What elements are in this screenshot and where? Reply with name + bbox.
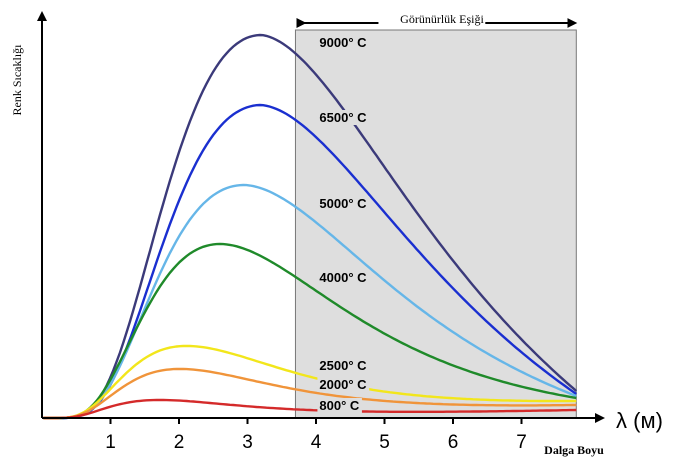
x-tick-label: 5 <box>379 432 390 453</box>
visible-band-rect <box>294 29 577 419</box>
series-label: 800° C <box>319 398 360 413</box>
x-tick-label: 1 <box>105 432 116 453</box>
series-label: 2000° C <box>319 377 367 392</box>
series-line-4000 <box>43 242 577 420</box>
x-axis-symbol-label: λ (м) <box>616 408 663 433</box>
series-line-2000 <box>43 367 577 420</box>
curves <box>43 33 578 420</box>
band-label: Görünürlük Eşiği <box>400 12 484 26</box>
x-tick-label: 7 <box>516 432 527 453</box>
series-label-bg <box>317 398 362 413</box>
series-line-800 <box>43 398 577 420</box>
x-axis-label: Dalga Boyu <box>544 443 604 457</box>
series-label-bg <box>317 358 370 373</box>
series-label: 6500° C <box>319 110 367 125</box>
x-ticks: 1 2 3 4 5 6 7 <box>105 418 527 453</box>
series-label: 5000° C <box>319 196 367 211</box>
series-label-bg <box>317 35 370 50</box>
y-axis-label: Renk Sıcaklığı <box>10 44 24 116</box>
x-tick-label: 3 <box>242 432 253 453</box>
series-label: 2500° C <box>319 358 367 373</box>
series-label-bg <box>317 270 370 285</box>
series-label-bg <box>317 377 370 392</box>
x-tick-label: 2 <box>174 432 185 453</box>
series-labels: 9000° C 6500° C 5000° C 4000° C 2500° C 2000°… <box>317 35 370 413</box>
series-label-bg <box>317 196 370 211</box>
series-label: 9000° C <box>319 35 367 50</box>
series-label: 4000° C <box>319 270 367 285</box>
series-label-bg <box>317 110 370 125</box>
series-line-6500 <box>43 103 577 420</box>
x-tick-label: 6 <box>448 432 459 453</box>
series-line-9000 <box>43 33 578 420</box>
series-line-2500 <box>43 344 577 420</box>
visible-band <box>294 18 578 419</box>
x-tick-label: 4 <box>311 432 322 453</box>
axes <box>37 11 605 423</box>
